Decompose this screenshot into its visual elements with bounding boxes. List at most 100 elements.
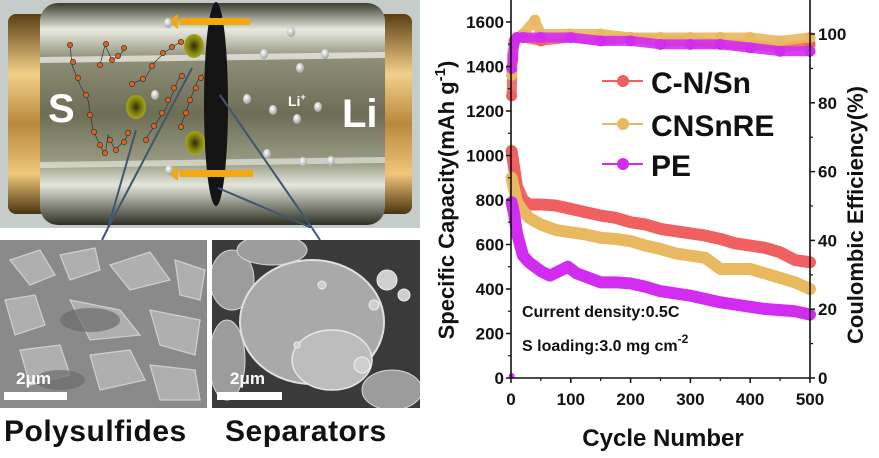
y2-tick-label: 100 — [818, 25, 846, 44]
y2-tick-label: 0 — [818, 369, 827, 388]
data-point-cnsn — [760, 242, 771, 253]
scale-bar-polysulfides — [4, 392, 67, 400]
data-point-cnsnre — [685, 250, 696, 261]
data-point-pe — [562, 261, 573, 272]
cathode-label: S — [48, 87, 75, 131]
data-point-cnsnre — [745, 263, 756, 274]
x-tick-label: 100 — [557, 390, 585, 409]
y-tick-label: 800 — [476, 191, 504, 210]
sem-image-polysulfides — [0, 240, 207, 408]
data-point-pe — [544, 270, 555, 281]
efficiency-point-pe — [744, 42, 756, 54]
data-point-cnsnre — [517, 206, 528, 217]
data-point-pe — [745, 301, 756, 312]
pointer-lines — [107, 67, 313, 228]
data-point-cnsnre — [523, 212, 534, 223]
y2-tick-label: 60 — [818, 163, 837, 182]
efficiency-point-pe — [625, 35, 637, 47]
y-tick-label: 400 — [476, 280, 504, 299]
y-tick-label: 600 — [476, 236, 504, 255]
catalyst-particles — [126, 34, 205, 155]
data-point-cnsn — [700, 230, 711, 241]
ticks: 0 100 200 300 400 500020040060080010001200140… — [466, 13, 846, 409]
x-tick-label: 0 — [506, 390, 515, 409]
data-point-cnsn — [565, 203, 576, 214]
data-point-cnsnre — [670, 248, 681, 259]
scale-bar-label-polysulfides: 2μm — [16, 369, 51, 388]
legend-marker-cnsnre — [617, 118, 629, 130]
polysulfide-chains — [67, 39, 204, 157]
data-point-pe — [775, 305, 786, 316]
series-line-pe — [505, 196, 816, 321]
annotation-current-density: Current density:0.5C — [522, 304, 680, 321]
plot-series — [505, 14, 816, 379]
data-point-pe — [571, 268, 582, 279]
caption-polysulfides: Polysulfides — [4, 415, 187, 448]
separator-membrane — [204, 2, 228, 206]
y2-tick-label: 20 — [818, 300, 837, 319]
legend-item-cnsnre: CNSnRE — [602, 110, 774, 143]
data-point-pe — [790, 306, 801, 317]
data-point-cnsn — [775, 247, 786, 258]
data-point-pe — [580, 271, 591, 282]
legend-item-pe: PE — [602, 150, 691, 183]
data-point-cnsnre — [610, 233, 621, 244]
data-point-cnsn — [745, 240, 756, 251]
y-axis-label: Specific Capacity(mAh g-1) — [432, 61, 459, 340]
cycling-chart: 0 100 200 300 400 500020040060080010001200140… — [432, 0, 868, 452]
data-point-cnsnre — [775, 272, 786, 283]
data-point-pe — [553, 266, 564, 277]
ion-label: Li+ — [288, 92, 306, 109]
data-point-pe — [625, 278, 636, 289]
arrow-bottom — [180, 170, 253, 177]
pointer-lines-lower — [101, 228, 321, 241]
data-point-pe — [511, 228, 522, 239]
data-point-cnsnre — [565, 227, 576, 238]
efficiency-point-pe — [507, 52, 519, 64]
x-tick-label: 500 — [796, 390, 824, 409]
data-point-cnsn — [625, 217, 636, 228]
data-point-cnsn — [730, 238, 741, 249]
data-point-pe — [670, 288, 681, 299]
y-tick-label: 0 — [495, 369, 504, 388]
data-point-cnsn — [715, 233, 726, 244]
data-point-pe — [715, 297, 726, 308]
efficiency-point-cnsnre — [774, 35, 786, 47]
legend-item-cnsn: C-N/Sn — [602, 67, 751, 100]
data-point-cnsnre — [640, 240, 651, 251]
data-point-pe — [610, 277, 621, 288]
y2-tick-label: 80 — [818, 94, 837, 113]
data-point-cnsnre — [625, 236, 636, 247]
data-point-pe — [640, 281, 651, 292]
arrow-top — [180, 18, 250, 25]
anode-label: Li — [342, 92, 378, 136]
scale-bar-label-separators: 2μm — [230, 369, 265, 388]
sem-texture — [4, 247, 206, 401]
data-point-cnsnre — [700, 252, 711, 263]
efficiency-point-pe — [774, 45, 786, 57]
efficiency-point-pe — [517, 31, 529, 43]
efficiency-point-pe — [684, 38, 696, 50]
y-tick-label: 1400 — [466, 58, 504, 77]
data-point-pe — [517, 250, 528, 261]
data-point-cnsn — [685, 228, 696, 239]
y-tick-label: 1600 — [466, 13, 504, 32]
data-point-pe — [685, 290, 696, 301]
data-point-cnsnre — [760, 268, 771, 279]
x-tick-label: 200 — [616, 390, 644, 409]
data-point-cnsn — [595, 210, 606, 221]
y-tick-label: 1200 — [466, 102, 504, 121]
legend-label-cnsnre: CNSnRE — [651, 110, 774, 143]
left-panel: S Li Li+ 2μm — [0, 0, 420, 458]
efficiency-point-pe — [655, 38, 666, 50]
y-tick-label: 200 — [476, 325, 504, 344]
battery-schematic: S Li Li+ — [0, 0, 420, 228]
data-point-cnsnre — [595, 232, 606, 243]
data-point-cnsnre — [730, 263, 741, 274]
data-point-pe — [700, 294, 711, 305]
legend: C-N/Sn CNSnRE PE — [602, 67, 774, 183]
polysulfide-dots — [67, 39, 204, 156]
legend-label-pe: PE — [651, 150, 691, 183]
data-point-cnsn — [550, 200, 561, 211]
legend-label-cnsn: C-N/Sn — [651, 67, 751, 100]
